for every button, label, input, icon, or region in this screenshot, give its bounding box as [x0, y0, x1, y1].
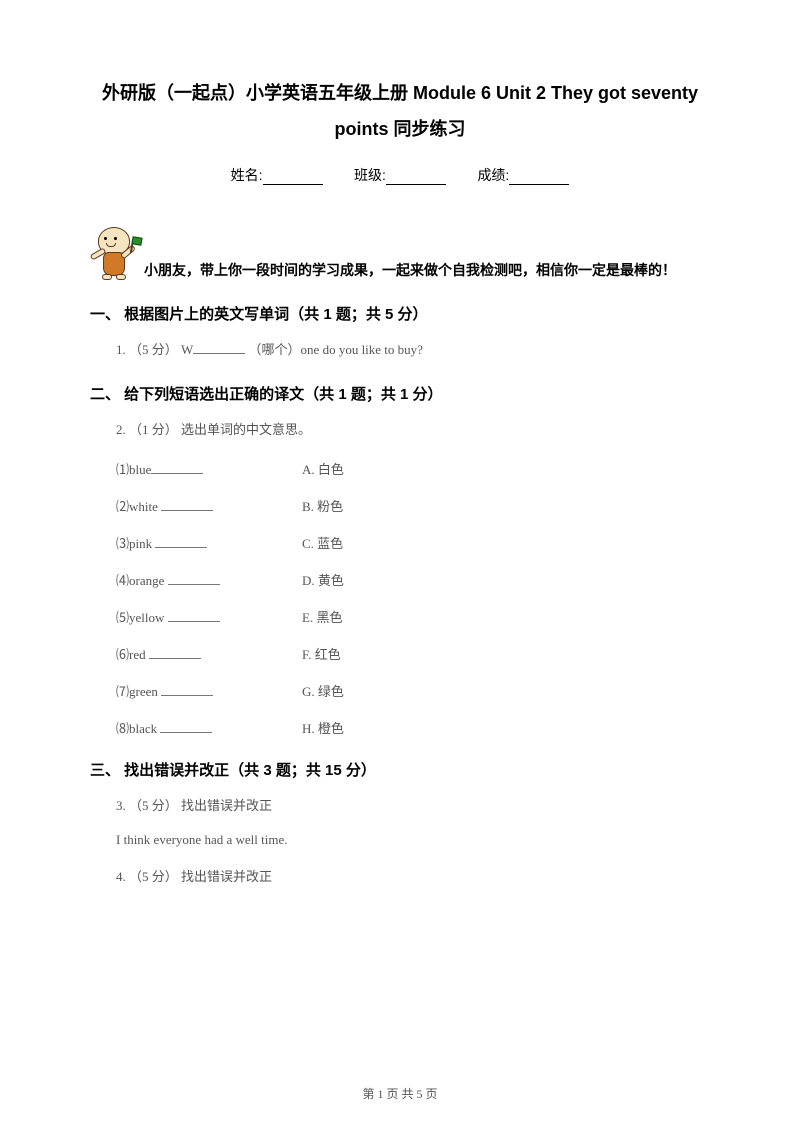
q2-opt6-blank[interactable]	[149, 647, 201, 659]
q2-opt3-blank[interactable]	[155, 536, 207, 548]
q3-stem: 找出错误并改正	[181, 798, 272, 813]
q2-points: （1 分）	[129, 422, 178, 437]
q3-num: 3.	[116, 798, 126, 813]
class-blank[interactable]	[386, 169, 446, 185]
q2-opt7-word: green	[129, 684, 158, 699]
q2-opt7-blank[interactable]	[161, 684, 213, 696]
q2-opt6-word: red	[129, 647, 146, 662]
q2-options: ⑴blue A. 白色 ⑵white B. 粉色 ⑶pink C. 蓝色 ⑷orange…	[90, 459, 710, 737]
section-2-heading: 二、 给下列短语选出正确的译文（共 1 题；共 1 分）	[90, 383, 710, 404]
q2-option-2: ⑵white B. 粉色	[116, 496, 710, 515]
student-info-row: 姓名: 班级: 成绩:	[90, 165, 710, 185]
q2-opt1-blank[interactable]	[151, 462, 203, 474]
intro-row: 小朋友，带上你一段时间的学习成果，一起来做个自我检测吧，相信你一定是最棒的！	[90, 225, 710, 281]
q2-opt2-word: white	[129, 499, 158, 514]
q1-num: 1.	[116, 342, 126, 357]
q2-opt1-letter: A. 白色	[302, 459, 344, 478]
q2-opt2-letter: B. 粉色	[302, 496, 343, 515]
mascot-icon	[90, 225, 138, 281]
q2-opt5-letter: E. 黑色	[302, 607, 342, 626]
q4-num: 4.	[116, 869, 126, 884]
score-label: 成绩:	[477, 167, 509, 183]
page-footer: 第 1 页 共 5 页	[0, 1085, 800, 1102]
q1-points: （5 分）	[129, 342, 178, 357]
q2-opt8-blank[interactable]	[160, 721, 212, 733]
q3-points: （5 分）	[129, 798, 178, 813]
q1-blank[interactable]	[193, 342, 245, 354]
q2-opt6-letter: F. 红色	[302, 644, 341, 663]
page-title-line2: points 同步练习	[90, 111, 710, 147]
q1-after: （哪个）one do you like to buy?	[249, 342, 423, 357]
q2-opt3-word: pink	[129, 536, 152, 551]
q2-num: 2.	[116, 422, 126, 437]
q2-opt8-letter: H. 橙色	[302, 718, 344, 737]
q2-opt4-letter: D. 黄色	[302, 570, 344, 589]
q2-opt7-idx: ⑺	[116, 684, 129, 699]
question-3: 3. （5 分） 找出错误并改正	[116, 796, 710, 817]
section-3-heading: 三、 找出错误并改正（共 3 题；共 15 分）	[90, 759, 710, 780]
q2-option-6: ⑹red F. 红色	[116, 644, 710, 663]
q2-option-7: ⑺green G. 绿色	[116, 681, 710, 700]
q2-opt8-word: black	[129, 721, 157, 736]
q2-option-4: ⑷orange D. 黄色	[116, 570, 710, 589]
intro-text: 小朋友，带上你一段时间的学习成果，一起来做个自我检测吧，相信你一定是最棒的！	[144, 229, 676, 281]
class-label: 班级:	[354, 167, 386, 183]
q2-opt3-letter: C. 蓝色	[302, 533, 343, 552]
question-2: 2. （1 分） 选出单词的中文意思。	[116, 420, 710, 441]
q2-opt5-word: yellow	[129, 610, 164, 625]
q2-opt3-idx: ⑶	[116, 536, 129, 551]
name-label: 姓名:	[231, 167, 263, 183]
q1-before: W	[181, 342, 193, 357]
q2-opt4-blank[interactable]	[168, 573, 220, 585]
q2-opt4-idx: ⑷	[116, 573, 129, 588]
name-blank[interactable]	[263, 169, 323, 185]
q2-opt2-idx: ⑵	[116, 499, 129, 514]
q2-option-1: ⑴blue A. 白色	[116, 459, 710, 478]
q3-body: I think everyone had a well time.	[116, 830, 710, 851]
question-4: 4. （5 分） 找出错误并改正	[116, 867, 710, 888]
q2-stem: 选出单词的中文意思。	[181, 422, 311, 437]
q2-opt1-idx: ⑴	[116, 462, 129, 477]
q2-opt8-idx: ⑻	[116, 721, 129, 736]
section-1-heading: 一、 根据图片上的英文写单词（共 1 题；共 5 分）	[90, 303, 710, 324]
page-title-line1: 外研版（一起点）小学英语五年级上册 Module 6 Unit 2 They g…	[90, 75, 710, 111]
q2-opt7-letter: G. 绿色	[302, 681, 344, 700]
q2-opt6-idx: ⑹	[116, 647, 129, 662]
q2-option-3: ⑶pink C. 蓝色	[116, 533, 710, 552]
q2-option-5: ⑸yellow E. 黑色	[116, 607, 710, 626]
q2-opt1-word: blue	[129, 462, 151, 477]
q4-points: （5 分）	[129, 869, 178, 884]
score-blank[interactable]	[509, 169, 569, 185]
q2-opt4-word: orange	[129, 573, 164, 588]
question-1: 1. （5 分） W （哪个）one do you like to buy?	[116, 340, 710, 361]
q2-opt5-idx: ⑸	[116, 610, 129, 625]
q2-opt2-blank[interactable]	[161, 499, 213, 511]
q4-stem: 找出错误并改正	[181, 869, 272, 884]
q2-option-8: ⑻black H. 橙色	[116, 718, 710, 737]
q2-opt5-blank[interactable]	[168, 610, 220, 622]
